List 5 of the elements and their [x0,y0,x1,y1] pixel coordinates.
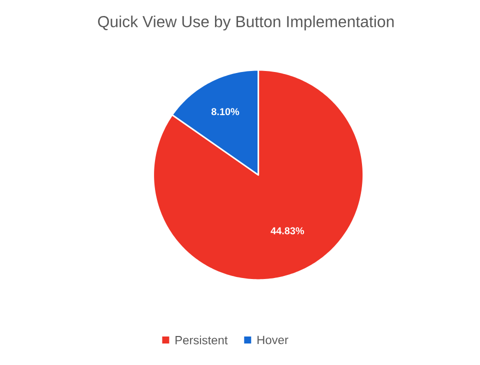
chart-title: Quick View Use by Button Implementation [98,16,394,30]
legend-label: Hover [258,336,288,344]
data-label: 44.83% [270,227,304,234]
data-label: 8.10% [211,108,240,116]
legend-label: Persistent [176,336,228,344]
